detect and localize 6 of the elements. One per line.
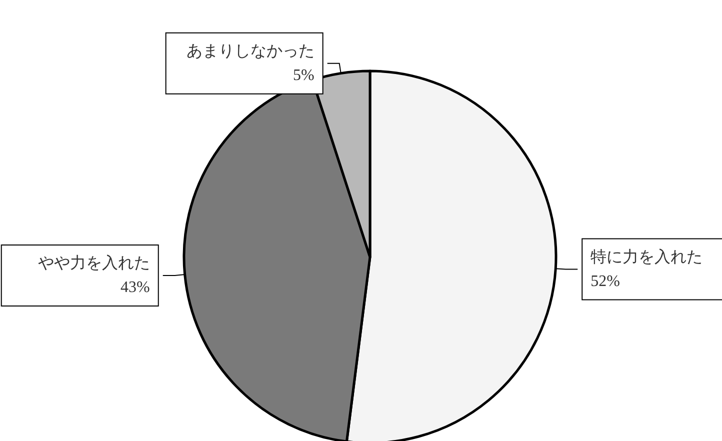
data-label: 43% [120,278,150,296]
data-label: 52% [590,272,620,290]
data-label: 5% [293,66,314,84]
slice-label: あまりしなかった [186,42,314,60]
slice-label: 特に力を入れた [590,248,703,266]
slice-label: やや力を入れた [38,254,150,272]
